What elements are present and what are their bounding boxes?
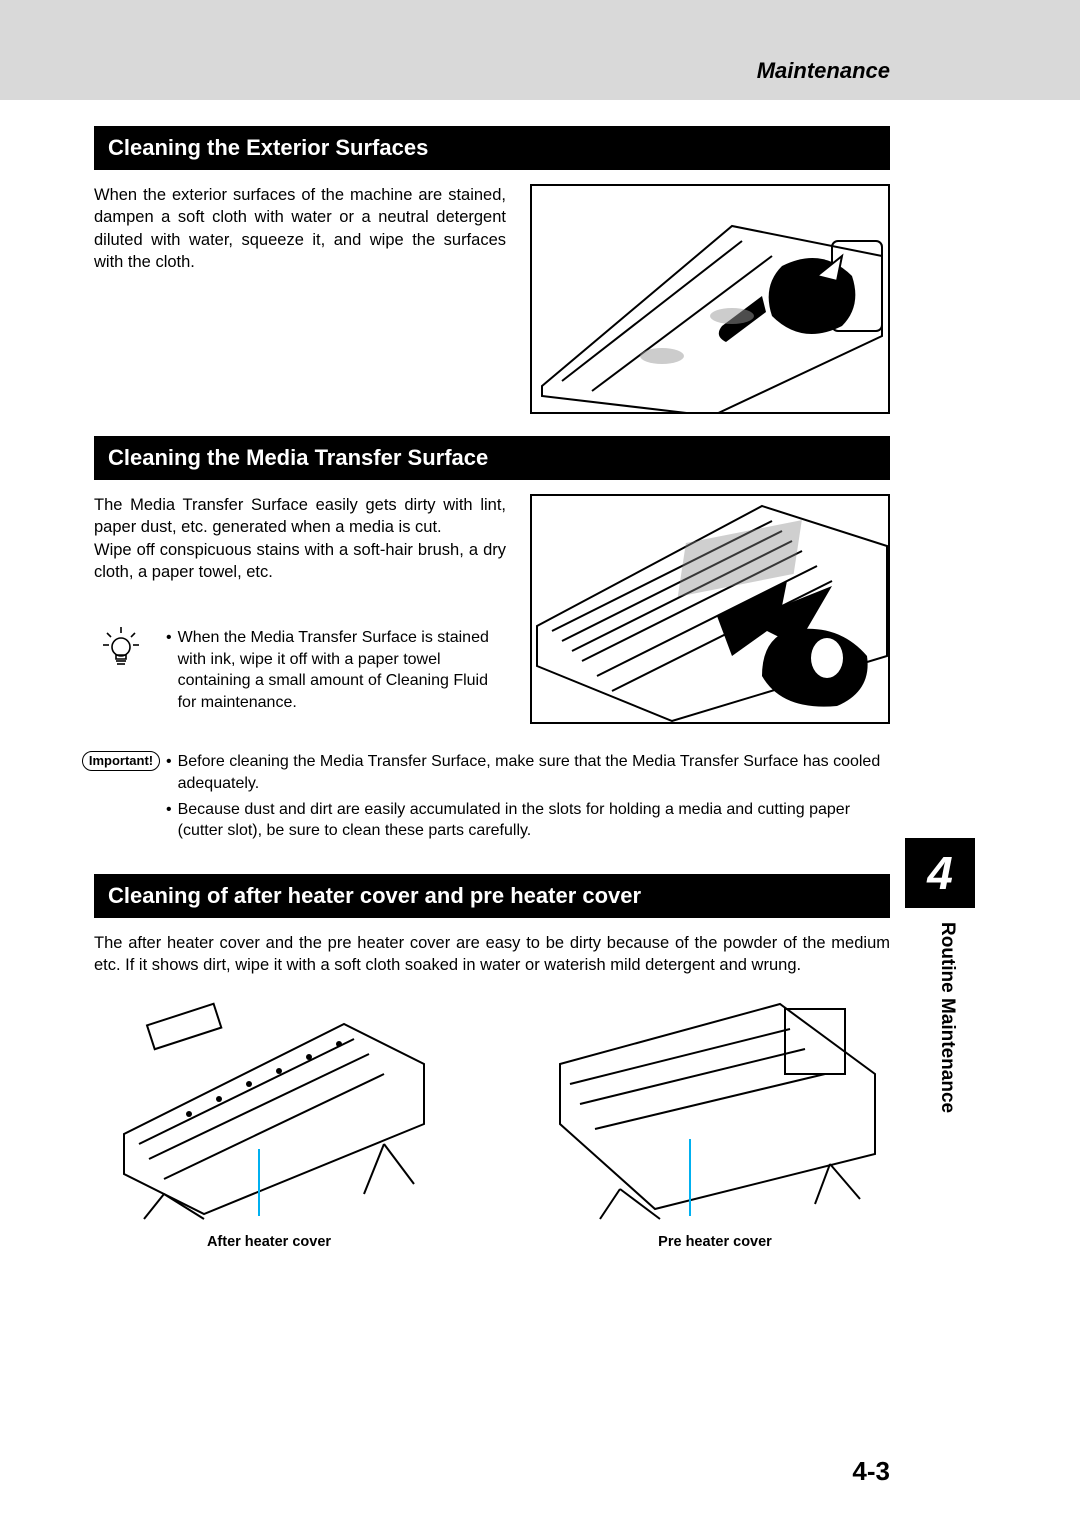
- section-exterior-row: When the exterior surfaces of the machin…: [94, 184, 890, 414]
- pre-heater-figure: [540, 994, 890, 1224]
- important-label: Important!: [89, 753, 153, 768]
- section-heading-heater: Cleaning of after heater cover and pre h…: [94, 874, 890, 918]
- media-body2: Wipe off conspicuous stains with a soft-…: [94, 539, 506, 584]
- page-content: Cleaning the Exterior Surfaces When the …: [0, 100, 1080, 1250]
- after-heater-figure: [94, 994, 444, 1224]
- exterior-body: When the exterior surfaces of the machin…: [94, 184, 506, 273]
- chapter-number: 4: [927, 846, 953, 900]
- tip-bullet-text: When the Media Transfer Surface is stain…: [178, 627, 506, 713]
- section-heading-exterior: Cleaning the Exterior Surfaces: [94, 126, 890, 170]
- section-exterior-text: When the exterior surfaces of the machin…: [94, 184, 506, 414]
- chapter-tab: 4: [905, 838, 975, 908]
- tip-text: • When the Media Transfer Surface is sta…: [166, 627, 506, 717]
- bullet-dot: •: [166, 799, 172, 842]
- page-number: 4-3: [852, 1456, 890, 1487]
- important-badge: Important!: [82, 751, 160, 771]
- important-icon: Important!: [94, 751, 148, 771]
- exterior-figure: [530, 184, 890, 414]
- pre-heater-caption: Pre heater cover: [540, 1234, 890, 1250]
- important-bullet-2: • Because dust and dirt are easily accum…: [166, 799, 890, 842]
- media-body1: The Media Transfer Surface easily gets d…: [94, 494, 506, 539]
- media-figure: [530, 494, 890, 724]
- heater-body: The after heater cover and the pre heate…: [94, 932, 890, 977]
- bullet-dot: •: [166, 627, 172, 713]
- lightbulb-icon: [94, 627, 148, 673]
- important-bullet-1: • Before cleaning the Media Transfer Sur…: [166, 751, 890, 794]
- important-row: Important! • Before cleaning the Media T…: [94, 751, 890, 845]
- important-bullet-1-text: Before cleaning the Media Transfer Surfa…: [178, 751, 890, 794]
- heater-figures: After heater cover: [94, 994, 890, 1250]
- section-media-text: The Media Transfer Surface easily gets d…: [94, 494, 506, 729]
- tip-row: • When the Media Transfer Surface is sta…: [94, 627, 506, 717]
- important-text: • Before cleaning the Media Transfer Sur…: [166, 751, 890, 845]
- header-section-title: Maintenance: [757, 58, 890, 84]
- important-bullet-2-text: Because dust and dirt are easily accumul…: [178, 799, 890, 842]
- after-heater-figure-wrap: After heater cover: [94, 994, 444, 1250]
- pre-heater-figure-wrap: Pre heater cover: [540, 994, 890, 1250]
- section-media-row: The Media Transfer Surface easily gets d…: [94, 494, 890, 729]
- bullet-dot: •: [166, 751, 172, 794]
- header-band: Maintenance: [0, 0, 1080, 100]
- after-heater-caption: After heater cover: [94, 1234, 444, 1250]
- section-heading-media: Cleaning the Media Transfer Surface: [94, 436, 890, 480]
- tip-bullet: • When the Media Transfer Surface is sta…: [166, 627, 506, 713]
- chapter-label: Routine Maintenance: [936, 922, 958, 1113]
